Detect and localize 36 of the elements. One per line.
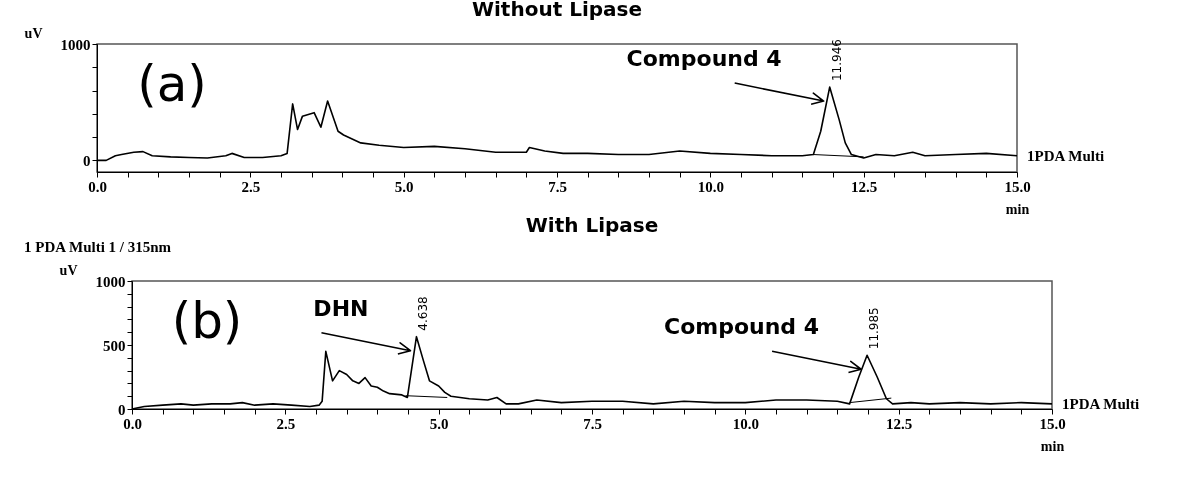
x-tick-label: 12.5 bbox=[886, 415, 913, 432]
y-axis-title: uV bbox=[24, 25, 43, 41]
annotation: (b) bbox=[171, 292, 243, 350]
x-tick-label: 7.5 bbox=[548, 178, 567, 195]
text: 1PDA Multi bbox=[1062, 395, 1140, 412]
y-tick-label: 0 bbox=[83, 152, 91, 169]
chart-title: Without Lipase bbox=[471, 0, 643, 21]
x-axis-title: min bbox=[1005, 201, 1030, 217]
chart-title: With Lipase bbox=[525, 213, 659, 237]
annotation: 11.946 bbox=[829, 39, 844, 82]
text: 1PDA Multi bbox=[1027, 147, 1105, 164]
x-tick-label: 12.5 bbox=[851, 178, 878, 195]
x-tick-label: 10.0 bbox=[732, 415, 759, 432]
annotation: 11.985 bbox=[867, 307, 882, 350]
annotation: Compound 4 bbox=[626, 46, 782, 72]
x-tick-label: 15.0 bbox=[1004, 178, 1031, 195]
x-axis-title: min bbox=[1040, 438, 1065, 454]
y-tick-label: 0 bbox=[118, 401, 126, 418]
x-tick-label: 10.0 bbox=[697, 178, 724, 195]
x-tick-label: 0.0 bbox=[123, 415, 142, 432]
text: 1 PDA Multi 1 / 315nm bbox=[24, 239, 172, 255]
y-tick-label: 1000 bbox=[60, 36, 91, 53]
annotation: Compound 4 bbox=[663, 314, 820, 340]
x-tick-label: 5.0 bbox=[394, 178, 414, 195]
x-tick-label: 7.5 bbox=[583, 415, 602, 432]
y-tick-label: 1000 bbox=[95, 273, 126, 290]
x-tick-label: 2.5 bbox=[276, 415, 296, 432]
annotation: DHN bbox=[313, 295, 369, 321]
annotation: (a) bbox=[137, 55, 207, 113]
x-tick-label: 2.5 bbox=[241, 178, 261, 195]
y-axis-title: uV bbox=[59, 262, 78, 278]
y-tick-label: 500 bbox=[103, 337, 126, 354]
x-tick-label: 15.0 bbox=[1039, 415, 1066, 432]
x-tick-label: 5.0 bbox=[429, 415, 449, 432]
x-tick-label: 0.0 bbox=[88, 178, 107, 195]
annotation: 4.638 bbox=[416, 296, 431, 331]
